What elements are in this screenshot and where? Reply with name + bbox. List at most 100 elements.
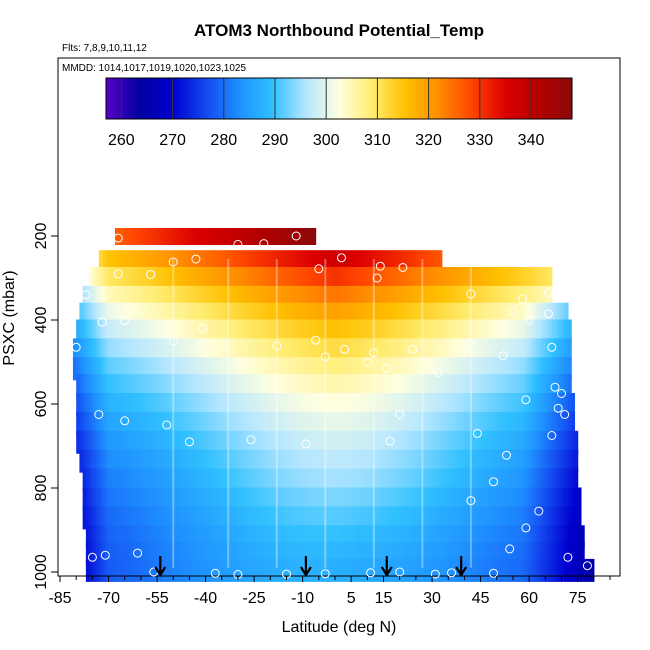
- heatmap-cell: [124, 302, 129, 326]
- heatmap-cell: [542, 411, 546, 435]
- heatmap-cell: [131, 449, 136, 473]
- heatmap-cell: [451, 506, 456, 530]
- heatmap-cell: [555, 411, 559, 435]
- heatmap-cell: [341, 542, 346, 566]
- heatmap-cell: [506, 319, 511, 343]
- heatmap-cell: [335, 468, 339, 492]
- heatmap-cell: [380, 506, 385, 530]
- heatmap-cell: [516, 558, 521, 582]
- heatmap-cell: [512, 319, 517, 343]
- heatmap-cell: [179, 357, 184, 381]
- heatmap-cell: [542, 525, 546, 549]
- heatmap-cell: [176, 319, 181, 343]
- heatmap-cell: [237, 449, 242, 473]
- sample-point: [550, 382, 560, 392]
- heatmap-cell: [415, 285, 420, 309]
- heatmap-cell: [160, 506, 165, 530]
- heatmap-cell: [163, 430, 168, 454]
- heatmap-cell: [383, 468, 388, 492]
- heatmap-cell: [386, 357, 391, 381]
- heatmap-cell: [176, 411, 181, 435]
- heatmap-cell: [509, 468, 514, 492]
- heatmap-cell: [412, 285, 417, 309]
- heatmap-cell: [92, 319, 97, 343]
- heatmap-cell: [551, 411, 556, 435]
- heatmap-cell: [221, 302, 226, 326]
- heatmap-cell: [144, 430, 148, 454]
- heatmap-cell: [480, 558, 485, 582]
- x-axis: -85 -70 -55 -40 -25 -10 5 15 30 45 60 75: [48, 576, 611, 607]
- heatmap-cell: [192, 374, 197, 398]
- heatmap-cell: [124, 430, 129, 454]
- heatmap-cell: [76, 357, 81, 381]
- heatmap-cell: [500, 542, 504, 566]
- heatmap-cell: [137, 542, 142, 566]
- heatmap-cell: [483, 411, 488, 435]
- colorbar-tick-label: 290: [262, 132, 289, 149]
- heatmap-cell: [512, 525, 517, 549]
- heatmap-cell: [305, 250, 310, 274]
- heatmap-cell: [490, 374, 495, 398]
- heatmap-cell: [347, 338, 352, 362]
- heatmap-cell: [390, 338, 394, 362]
- heatmap-cell: [571, 525, 576, 549]
- heatmap-cell: [302, 319, 307, 343]
- heatmap-cell: [516, 267, 521, 290]
- heatmap-cell: [393, 357, 398, 381]
- heatmap-cell: [451, 487, 456, 511]
- heatmap-cell: [263, 525, 268, 549]
- heatmap-cell: [538, 468, 543, 492]
- heatmap-cell: [454, 267, 459, 290]
- heatmap-cell: [92, 338, 97, 362]
- heatmap-cell: [461, 267, 466, 290]
- heatmap-cell: [108, 558, 113, 582]
- heatmap-cell: [419, 338, 423, 362]
- heatmap-cell: [263, 393, 268, 416]
- heatmap-cell: [254, 357, 258, 381]
- heatmap-cell: [567, 430, 572, 454]
- sample-point: [320, 352, 330, 362]
- heatmap-cell: [218, 525, 223, 549]
- heatmap-cell: [192, 267, 197, 290]
- heatmap-cell: [506, 542, 511, 566]
- heatmap-cell: [373, 267, 378, 290]
- heatmap-cell: [360, 302, 365, 326]
- heatmap-cell: [153, 267, 158, 290]
- heatmap-cell: [386, 411, 391, 435]
- heatmap-cell: [322, 357, 326, 381]
- heatmap-cell: [351, 542, 356, 566]
- heatmap-cell: [467, 525, 472, 549]
- heatmap-cell: [173, 449, 178, 473]
- heatmap-cell: [182, 411, 187, 435]
- heatmap-cell: [160, 228, 165, 245]
- heatmap-cell: [567, 525, 572, 549]
- heatmap-cell: [532, 411, 537, 435]
- heatmap-cell: [318, 506, 323, 530]
- sample-point: [113, 269, 123, 279]
- heatmap-cell: [370, 430, 375, 454]
- heatmap-cell: [419, 487, 423, 511]
- sample-point: [220, 340, 230, 350]
- heatmap-cell: [567, 411, 572, 435]
- heatmap-cell: [260, 558, 265, 582]
- heatmap-cell: [111, 267, 116, 290]
- heatmap-cell: [367, 357, 372, 381]
- heatmap-cell: [331, 250, 336, 274]
- heatmap-cell: [390, 558, 394, 582]
- heatmap-cell: [464, 338, 469, 362]
- heatmap-cell: [231, 449, 236, 473]
- heatmap-cell: [111, 357, 116, 381]
- heatmap-cell: [195, 228, 200, 245]
- heatmap-cell: [309, 449, 313, 473]
- heatmap-cell: [480, 302, 485, 326]
- heatmap-cell: [182, 468, 187, 492]
- heatmap-cell: [315, 374, 320, 398]
- heatmap-cell: [409, 393, 414, 416]
- heatmap-cell: [137, 449, 142, 473]
- heatmap-cell: [199, 250, 203, 274]
- heatmap-cell: [299, 542, 304, 566]
- heatmap-cell: [487, 449, 491, 473]
- heatmap-cell: [503, 357, 508, 381]
- heatmap-cell: [360, 487, 365, 511]
- heatmap-cell: [419, 542, 423, 566]
